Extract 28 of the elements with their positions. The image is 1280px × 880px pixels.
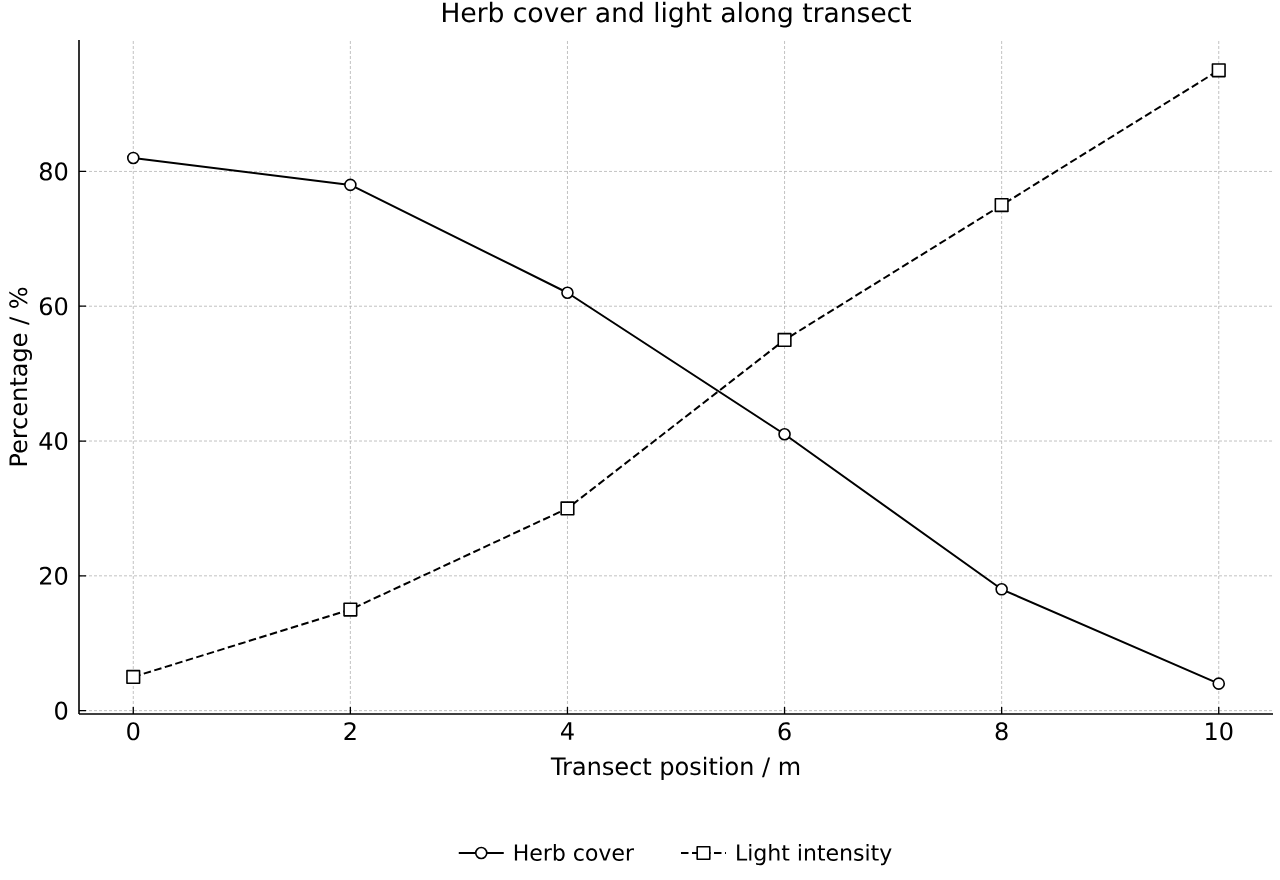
x-tick-label: 0: [127, 722, 140, 741]
x-tick-label: 4: [561, 722, 574, 740]
point: [126, 669, 141, 685]
point: [560, 501, 575, 516]
x-tick-label: 10: [1206, 722, 1233, 741]
point: [344, 178, 357, 192]
point: [778, 427, 791, 441]
legend-label: Herb cover: [514, 843, 634, 861]
point: [343, 602, 358, 617]
chart-title: Herb cover and light along transect: [443, 1, 911, 28]
y-tick-label: 60: [39, 297, 68, 316]
x-tick-label: 2: [344, 722, 356, 741]
point: [561, 286, 574, 300]
y-axis-title: Percentage / %: [9, 287, 32, 466]
y-tick-label: 80: [39, 162, 68, 181]
y-tick-label: 40: [39, 431, 68, 451]
x-tick-label: 6: [778, 722, 791, 741]
point: [994, 198, 1009, 213]
y-tick-label: 0: [55, 701, 68, 720]
legend-label: Light intensity: [737, 843, 892, 866]
point: [1211, 63, 1226, 78]
point: [126, 151, 140, 165]
point: [995, 583, 1008, 596]
point: [777, 332, 792, 348]
x-tick-label: 8: [995, 722, 1008, 741]
y-tick-label: 20: [40, 566, 68, 585]
x-axis-title: Transect position / m: [550, 756, 800, 780]
point: [1212, 677, 1226, 690]
